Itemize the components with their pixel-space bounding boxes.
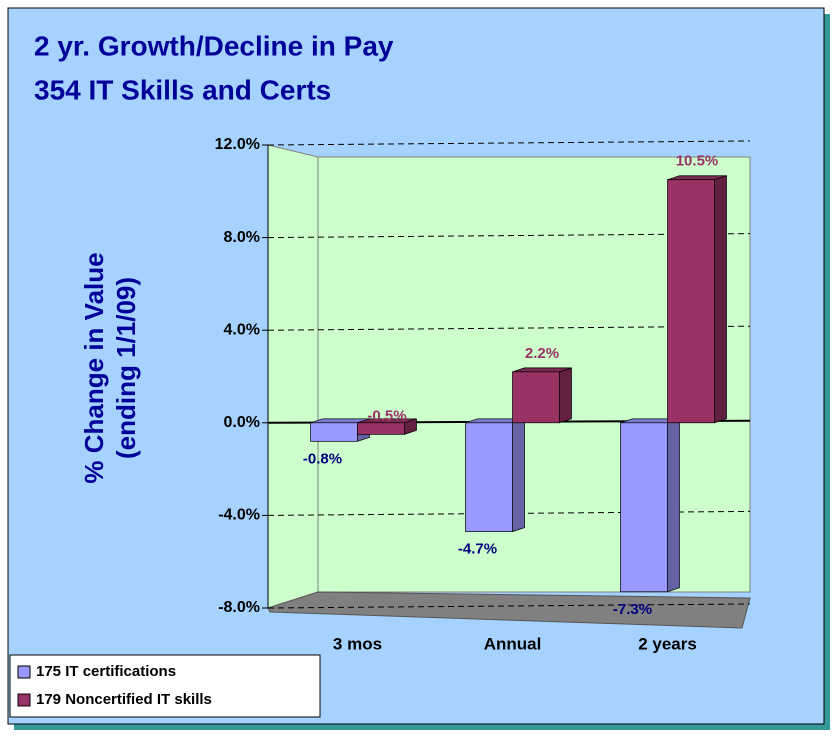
data-label: -0.5%: [367, 407, 406, 424]
y-axis-title-line: (ending 1/1/09): [111, 277, 141, 459]
y-tick-label: 8.0%: [224, 229, 260, 246]
grid-line: [267, 603, 751, 609]
bar: [310, 422, 358, 442]
grid-line: [267, 140, 751, 146]
bar: [465, 422, 513, 532]
x-tick-label: 2 years: [638, 634, 697, 653]
chart-title: 2 yr. Growth/Decline in Pay: [34, 30, 394, 61]
y-tick-label: -4.0%: [218, 507, 260, 524]
data-label: 2.2%: [525, 345, 559, 362]
data-label: -0.8%: [303, 450, 342, 467]
legend: [9, 654, 321, 718]
y-tick-label: 0.0%: [224, 414, 260, 431]
y-axis-title: % Change in Value (ending 1/1/09): [79, 252, 141, 483]
legend-swatch: [17, 693, 31, 707]
y-tick-label: 12.0%: [215, 136, 260, 153]
x-tick-label: Annual: [484, 634, 542, 653]
bar: [357, 422, 405, 435]
data-label: -4.7%: [458, 541, 497, 558]
bar-side: [559, 367, 572, 424]
data-label: -7.3%: [613, 601, 652, 618]
bar: [512, 371, 560, 424]
bar: [667, 179, 715, 424]
chart-title: 354 IT Skills and Certs: [34, 74, 331, 105]
data-label: 10.5%: [676, 153, 719, 170]
bar-side: [714, 175, 727, 424]
y-tick-label: 4.0%: [224, 321, 260, 338]
bar-side: [667, 418, 680, 593]
x-tick-label: 3 mos: [333, 634, 382, 653]
y-tick-label: -8.0%: [218, 599, 260, 616]
legend-label: 179 Noncertified IT skills: [36, 691, 212, 708]
side-wall: [267, 144, 319, 609]
y-axis-title-line: % Change in Value: [79, 252, 109, 483]
bar: [620, 422, 668, 593]
floor: [267, 591, 751, 629]
legend-swatch: [17, 665, 31, 679]
legend-label: 175 IT certifications: [36, 663, 176, 680]
bar-side: [512, 418, 525, 533]
